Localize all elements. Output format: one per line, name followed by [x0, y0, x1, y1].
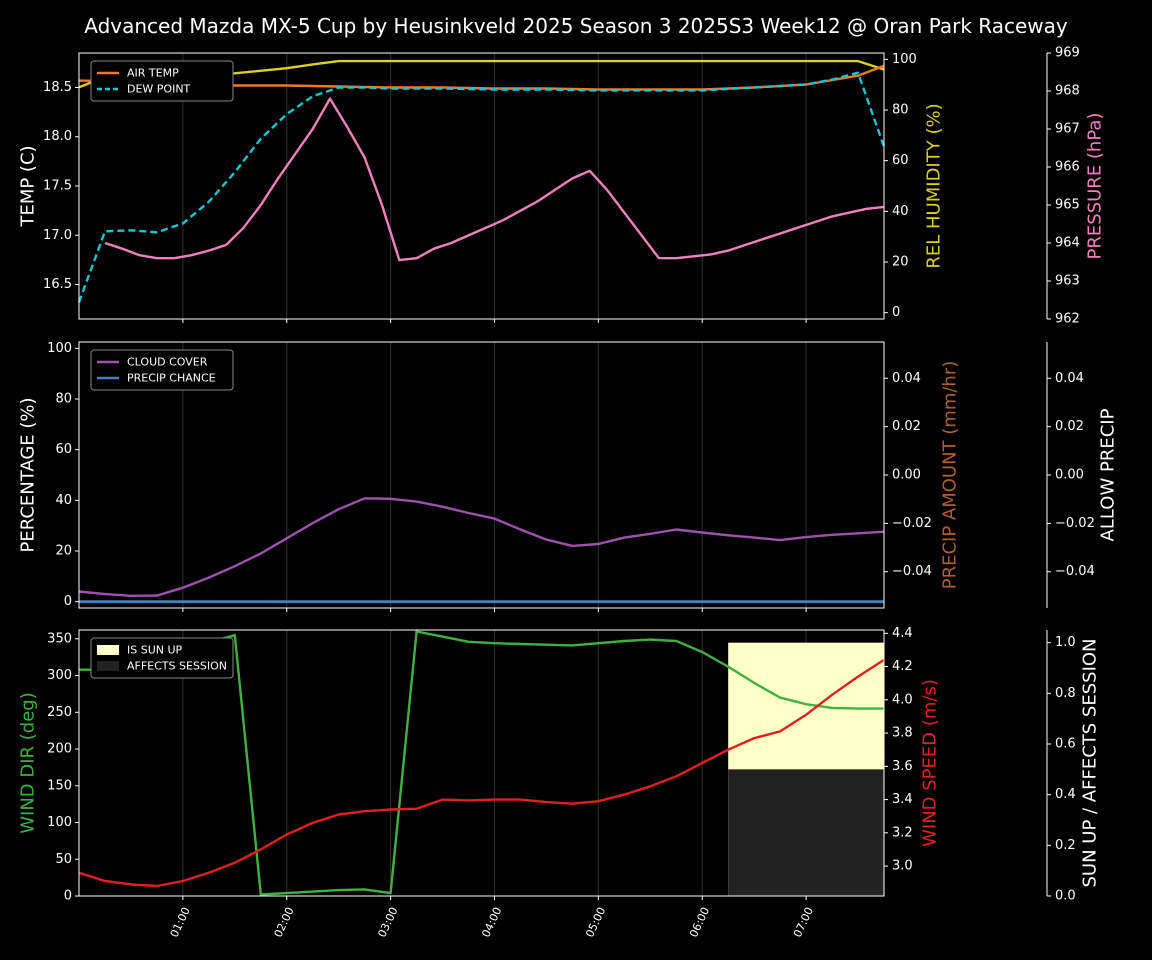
right-axis-label: REL HUMIDITY (%) [924, 103, 945, 268]
right-tick-label: 963 [1055, 274, 1080, 289]
right-tick-label: 0.6 [1055, 737, 1076, 752]
y-tick-label: 150 [47, 778, 72, 793]
right-tick-label: 967 [1055, 122, 1080, 137]
legend: IS SUN UP AFFECTS SESSION [90, 637, 234, 679]
right-tick-label: 0.00 [1055, 468, 1084, 483]
right-tick-label: 0.2 [1055, 838, 1076, 853]
right-tick-label: 3.6 [892, 759, 913, 774]
right-tick-label: 0.00 [892, 468, 921, 483]
y-axis-label: WIND DIR (deg) [18, 692, 39, 834]
y-tick-label: 40 [55, 493, 72, 508]
y-tick-label: 100 [47, 815, 72, 830]
right-tick-label: 1.0 [1055, 635, 1076, 650]
pressure-line [104, 97, 885, 262]
y-axis-label: TEMP (C) [18, 145, 39, 227]
y-tick-label: 16.5 [43, 277, 72, 292]
y-tick-label: 80 [55, 392, 72, 407]
right-tick-label: 4.4 [892, 626, 913, 641]
right-tick-label: 966 [1055, 160, 1080, 175]
legend-box [90, 60, 234, 102]
legend-label: CLOUD COVER [127, 356, 208, 369]
right-tick-label: 100 [892, 52, 917, 67]
right-tick-label: −0.02 [1055, 516, 1095, 531]
y-tick-label: 100 [47, 341, 72, 356]
right-tick-label: 3.4 [892, 792, 913, 807]
right-tick-label: 0.0 [1055, 889, 1076, 904]
y-tick-label: 300 [47, 668, 72, 683]
right-tick-label: 0.02 [1055, 419, 1084, 434]
right-tick-label: −0.04 [892, 564, 932, 579]
legend: AIR TEMP DEW POINT [90, 60, 234, 102]
x-tick-label: 03:00 [375, 905, 400, 939]
legend-label: IS SUN UP [127, 644, 183, 657]
plot-frame-3 [78, 629, 885, 897]
right-tick-label: 3.8 [892, 726, 913, 741]
right-tick-label: 4.0 [892, 692, 913, 707]
right-tick-label: 968 [1055, 84, 1080, 99]
y-tick-label: 18.0 [43, 129, 72, 144]
right-tick-label: 0.04 [1055, 371, 1084, 386]
right-axis-label: WIND SPEED (m/s) [920, 679, 941, 847]
legend: CLOUD COVER PRECIP CHANCE [90, 349, 234, 391]
right-axis-label: PRECIP AMOUNT (mm/hr) [940, 361, 961, 590]
right-tick-label: 962 [1055, 312, 1080, 327]
right-tick-label: 0.8 [1055, 686, 1076, 701]
affects-session-band [728, 769, 884, 896]
right-tick-label: −0.04 [1055, 564, 1095, 579]
y-tick-label: 250 [47, 705, 72, 720]
y-tick-label: 50 [55, 852, 72, 867]
x-tick-label: 02:00 [272, 905, 297, 939]
right-axis-label: ALLOW PRECIP [1098, 408, 1119, 541]
right-tick-label: 3.2 [892, 825, 913, 840]
legend-label: AFFECTS SESSION [127, 660, 227, 673]
right-tick-label: 964 [1055, 236, 1080, 251]
y-tick-label: 17.5 [43, 179, 72, 194]
y-axis-label: PERCENTAGE (%) [18, 397, 39, 552]
right-tick-label: 0.04 [892, 371, 921, 386]
legend-label: AIR TEMP [127, 67, 179, 80]
right-tick-label: 3.0 [892, 859, 913, 874]
right-tick-label: −0.02 [892, 516, 932, 531]
legend-label: PRECIP CHANCE [127, 372, 216, 385]
legend-swatch [97, 645, 119, 655]
right-tick-label: 965 [1055, 198, 1080, 213]
x-tick-label: 04:00 [479, 905, 504, 939]
right-tick-label: 969 [1055, 46, 1080, 61]
x-tick-label: 07:00 [791, 905, 816, 939]
right-tick-label: 0.4 [1055, 787, 1076, 802]
legend-label: DEW POINT [127, 83, 191, 96]
y-tick-label: 17.0 [43, 228, 72, 243]
y-tick-label: 0 [64, 889, 72, 904]
x-tick-label: 06:00 [687, 905, 712, 939]
right-tick-label: 20 [892, 255, 909, 270]
wind-speed-line [78, 658, 885, 888]
right-tick-label: 40 [892, 204, 909, 219]
right-axis-label: PRESSURE (hPa) [1085, 113, 1106, 260]
y-tick-label: 350 [47, 631, 72, 646]
x-tick-label: 01:00 [168, 905, 193, 939]
y-tick-label: 20 [55, 544, 72, 559]
legend-box [90, 349, 234, 391]
cloud-cover-line [78, 497, 885, 597]
right-tick-label: 60 [892, 153, 909, 168]
right-tick-label: 80 [892, 103, 909, 118]
chart-title: Advanced Mazda MX-5 Cup by Heusinkveld 2… [84, 14, 1068, 38]
y-tick-label: 200 [47, 742, 72, 757]
x-tick-label: 05:00 [583, 905, 608, 939]
right-axis-label: SUN UP / AFFECTS SESSION [1080, 638, 1101, 887]
y-tick-label: 60 [55, 442, 72, 457]
legend-swatch [97, 661, 119, 671]
right-tick-label: 4.2 [892, 659, 913, 674]
legend-box [90, 637, 234, 679]
right-tick-label: 0 [892, 305, 900, 320]
y-tick-label: 0 [64, 594, 72, 609]
right-tick-label: 0.02 [892, 419, 921, 434]
y-tick-label: 18.5 [43, 80, 72, 95]
